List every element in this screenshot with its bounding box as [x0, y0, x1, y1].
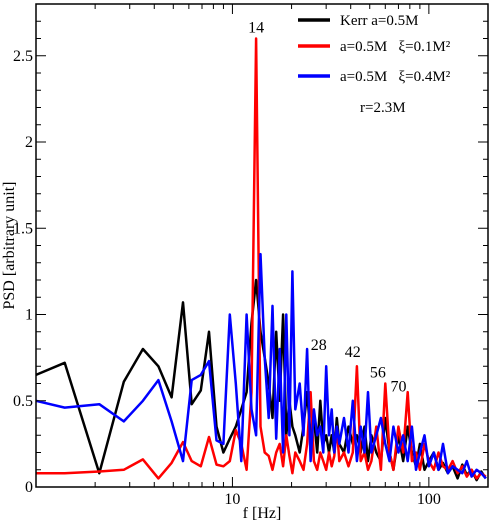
tick-labels: 10 100 0 0.5 1 1.5 2 2.5 — [13, 48, 441, 508]
y-axis-title: PSD [arbitrary unit] — [1, 182, 18, 310]
legend: Kerr a=0.5M a=0.5M ξ=0.1M² a=0.5M ξ=0.4M² r… — [298, 13, 451, 116]
legend-label-1: Kerr a=0.5M — [340, 13, 418, 29]
peak-label-56: 56 — [370, 365, 386, 382]
y-tick-label: 1 — [25, 307, 33, 324]
legend-label-2: a=0.5M ξ=0.1M² — [340, 39, 451, 55]
y-tick-label: 2.5 — [13, 48, 33, 65]
plot-lines — [35, 37, 487, 482]
legend-label-3: a=0.5M ξ=0.4M² — [340, 69, 451, 85]
series-line-1 — [35, 278, 487, 482]
series-line-3 — [35, 252, 487, 480]
x-tick-label: 10 — [224, 491, 240, 508]
x-tick-label: 100 — [417, 491, 441, 508]
y-tick-label: 0.5 — [13, 393, 33, 410]
peak-label-14: 14 — [248, 20, 264, 37]
peak-label-42: 42 — [345, 344, 361, 361]
peak-label-70: 70 — [390, 378, 406, 395]
y-tick-label: 2 — [25, 134, 33, 151]
y-tick-label: 1.5 — [13, 220, 33, 237]
y-tick-label: 0 — [25, 479, 33, 496]
x-axis-title: f [Hz] — [243, 505, 282, 522]
radius-annotation: r=2.3M — [360, 100, 406, 116]
peak-label-28: 28 — [311, 337, 327, 354]
axis-ticks — [35, 4, 489, 488]
